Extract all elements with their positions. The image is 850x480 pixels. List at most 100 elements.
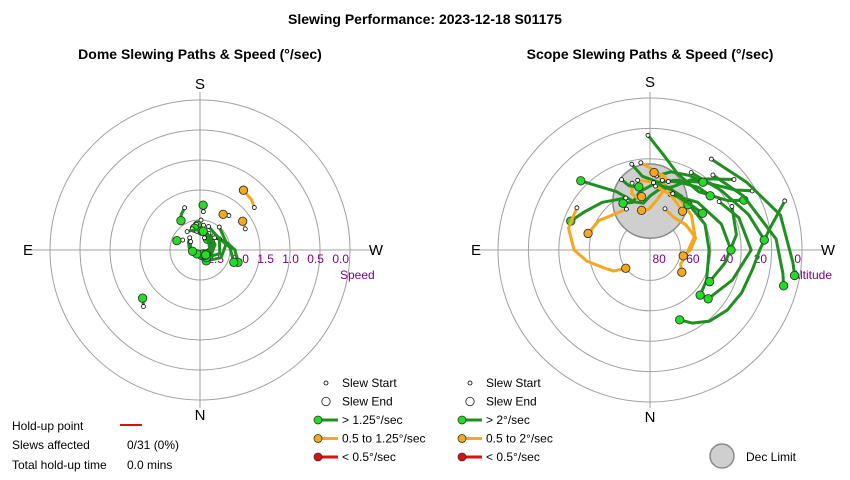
- slew-end-marker: [759, 235, 769, 245]
- slew-path: [660, 178, 712, 198]
- slew-start-marker: [574, 205, 580, 211]
- slew-end-marker: [703, 294, 713, 304]
- slew-end-marker: [198, 200, 208, 210]
- slew-path: [711, 173, 786, 288]
- slew-path-group: [198, 200, 208, 215]
- slew-path-group: [649, 167, 671, 184]
- slew-path-group: [708, 156, 800, 281]
- legend-label: > 2°/sec: [486, 413, 530, 427]
- legend-label: < 0.5°/sec: [342, 450, 396, 464]
- slew-end-marker: [678, 251, 688, 261]
- slew-start-marker: [708, 156, 714, 162]
- slew-start-marker: [645, 132, 651, 138]
- slew-end-marker: [137, 293, 148, 303]
- slew-start-marker: [242, 226, 248, 232]
- legend-item: > 1.25°/sec: [313, 413, 403, 427]
- dec-limit-legend-label: Dec Limit: [746, 450, 797, 464]
- legend-dot-swatch: [457, 434, 467, 443]
- legend-item: Slew Start: [323, 376, 397, 390]
- legend-label: < 0.5°/sec: [486, 450, 540, 464]
- slew-path-group: [704, 204, 738, 287]
- legend-dot-swatch: [313, 434, 323, 443]
- slew-end-marker: [677, 267, 687, 277]
- slew-end-marker: [172, 235, 182, 246]
- radial-tick-label: 0: [794, 252, 801, 266]
- slew-start-marker: [716, 199, 722, 205]
- slew-path: [709, 157, 797, 277]
- slew-path-group: [172, 235, 186, 246]
- radial-tick-label: 1.0: [282, 252, 299, 266]
- slew-start-marker: [651, 180, 656, 186]
- slew-path-group: [710, 172, 789, 291]
- slew-start-marker: [710, 172, 716, 178]
- slew-path: [569, 196, 628, 223]
- slew-start-marker: [662, 206, 668, 212]
- slew-start-marker: [670, 191, 676, 197]
- slew-path-group: [567, 205, 631, 273]
- slew-start-marker: [187, 235, 193, 241]
- slew-start-marker: [729, 204, 735, 209]
- slew-path: [668, 193, 733, 252]
- legend-end-marker: [465, 396, 475, 407]
- legend-item: < 0.5°/sec: [313, 450, 396, 464]
- slew-end-marker: [229, 257, 239, 267]
- slew-path-group: [583, 206, 629, 239]
- scope-legend: Slew Start Slew End > 2°/sec 0.5 to 2°/sec <…: [457, 376, 553, 464]
- slew-path-group: [629, 161, 711, 300]
- radial-tick-label: 60: [686, 252, 700, 266]
- slew-end-marker: [634, 182, 644, 192]
- dec-limit-legend-swatch: [709, 443, 735, 469]
- slew-end-marker: [726, 245, 736, 255]
- slew-end-marker: [704, 277, 715, 287]
- slew-end-marker: [176, 216, 186, 226]
- slew-path: [586, 207, 628, 235]
- slew-end-marker: [705, 191, 715, 201]
- holdup-summary: Hold-up point Slews affected 0/31 (0%) T…: [12, 419, 179, 472]
- slew-end-marker: [636, 192, 647, 202]
- slew-path-group: [176, 205, 188, 226]
- radial-tick-label: 1.5: [257, 252, 274, 266]
- slew-path: [654, 184, 684, 213]
- slew-path: [567, 206, 628, 273]
- slew-start-marker: [665, 179, 671, 184]
- slew-start-marker: [659, 177, 665, 183]
- radial-axis-label: Altitude: [792, 268, 832, 282]
- legend-dot-swatch: [457, 452, 467, 462]
- radial-tick-label: 0.0: [332, 252, 349, 266]
- legend-label: 0.5 to 1.25°/sec: [342, 432, 426, 446]
- slew-start-marker: [198, 217, 204, 223]
- slew-path: [218, 237, 236, 264]
- legend-start-marker: [467, 380, 473, 386]
- figure-title: Slewing Performance: 2023-12-18 S01175: [288, 11, 562, 27]
- slew-start-marker: [688, 170, 694, 175]
- slew-start-marker: [731, 177, 737, 182]
- slew-start-marker: [141, 304, 146, 309]
- slews-affected-label: Slews affected: [12, 438, 90, 452]
- slew-end-marker: [621, 263, 631, 273]
- slew-path-group: [238, 185, 257, 210]
- compass-right: W: [821, 242, 836, 259]
- slew-end-marker: [698, 177, 708, 187]
- slew-path-group: [619, 177, 644, 192]
- holdup-time-value: 0.0 mins: [127, 458, 172, 472]
- slew-path: [204, 225, 228, 263]
- legend-item: Slew End: [321, 395, 393, 409]
- slew-end-marker: [238, 185, 249, 195]
- legend-label: > 1.25°/sec: [342, 413, 403, 427]
- legend-end-marker: [321, 396, 331, 407]
- slew-end-marker: [576, 176, 586, 186]
- slews-affected-value: 0/31 (0%): [127, 438, 179, 452]
- legend-item: > 2°/sec: [457, 413, 530, 427]
- radial-tick-label: 0.5: [307, 252, 324, 266]
- slew-path-group: [670, 191, 708, 218]
- slew-end-marker: [636, 205, 647, 216]
- legend-dot-swatch: [313, 452, 323, 462]
- compass-bottom: N: [645, 409, 656, 426]
- dec-limit-legend: Dec Limit: [709, 443, 797, 469]
- legend-item: Slew Start: [467, 376, 541, 390]
- slew-path-group: [217, 236, 239, 267]
- radial-axis-label: Speed: [340, 268, 375, 282]
- slew-start-marker: [623, 206, 629, 212]
- legend-item: < 0.5°/sec: [457, 450, 540, 464]
